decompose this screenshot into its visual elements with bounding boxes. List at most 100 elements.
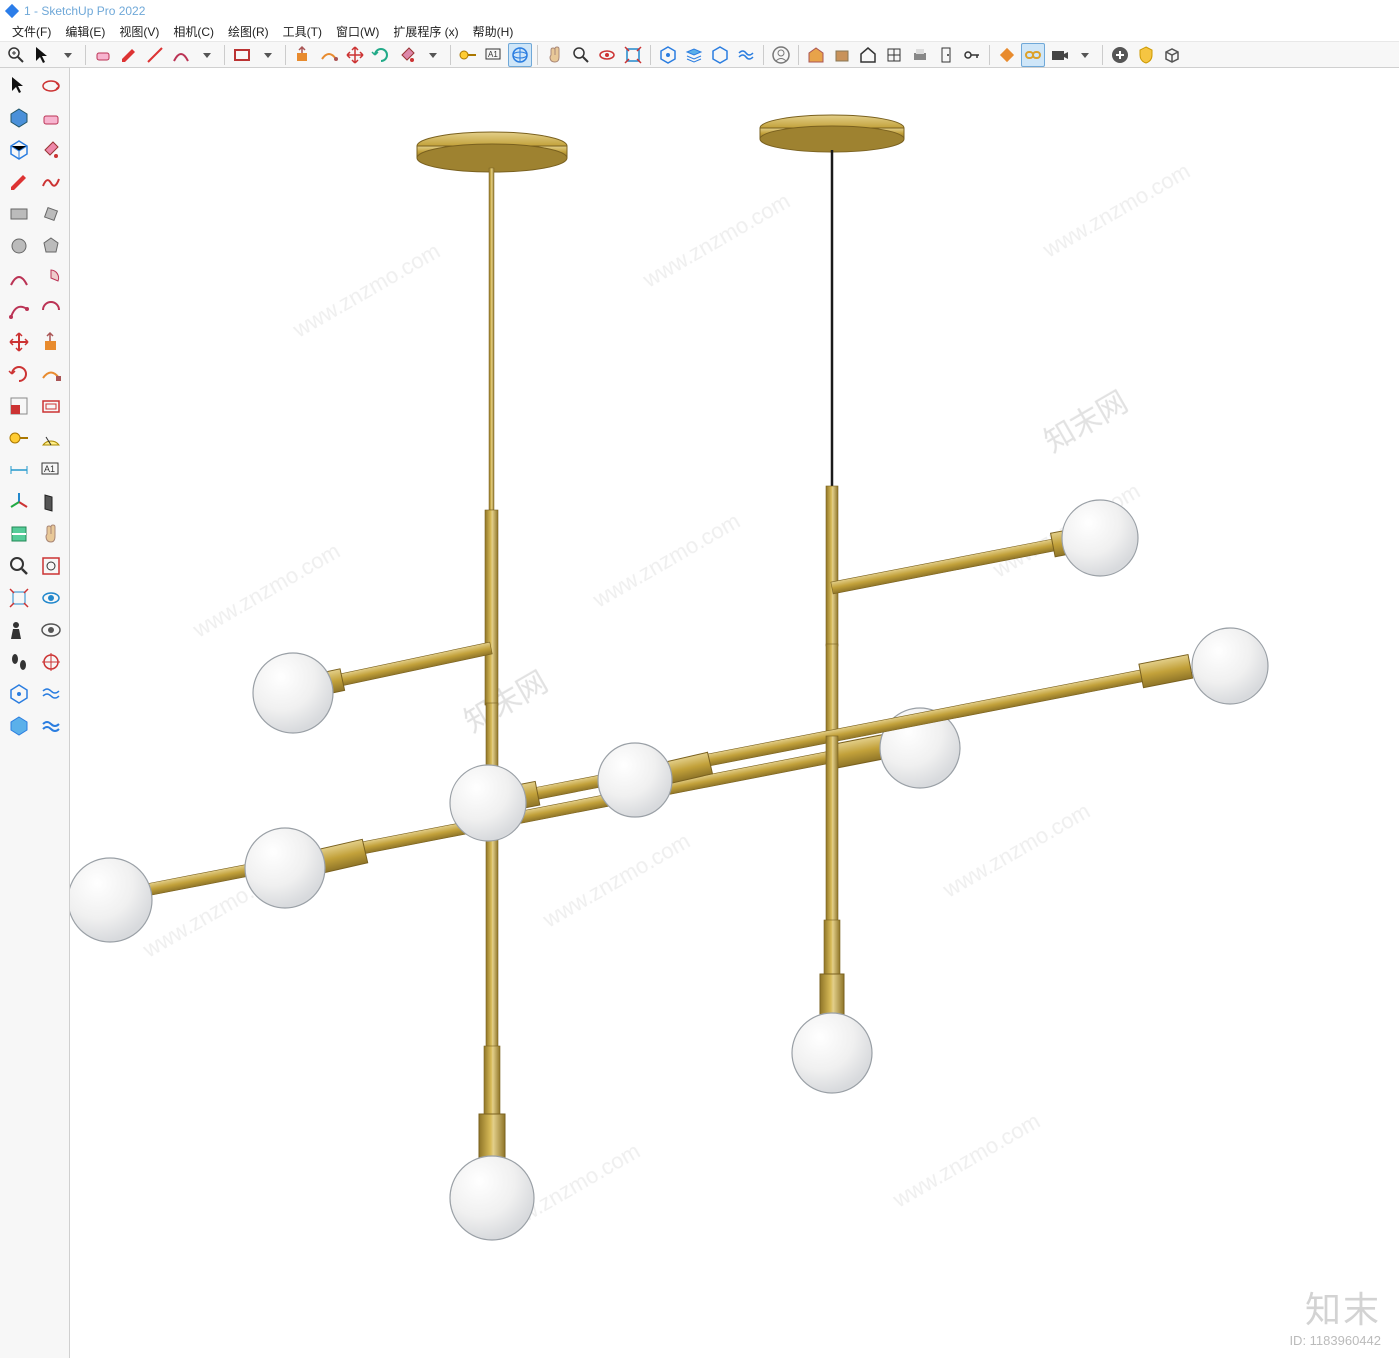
arc-icon[interactable]: [169, 43, 193, 67]
shield-icon[interactable]: [1134, 43, 1158, 67]
bezier-icon[interactable]: [5, 296, 33, 324]
follow-me-icon[interactable]: [317, 43, 341, 67]
hex-layers-icon[interactable]: [5, 680, 33, 708]
circle-tool-icon[interactable]: [5, 232, 33, 260]
select-icon[interactable]: [30, 43, 54, 67]
pie-tool-icon[interactable]: [37, 264, 65, 292]
rotated-rect-icon[interactable]: [37, 200, 65, 228]
tape-icon[interactable]: [456, 43, 480, 67]
dimension-icon[interactable]: [5, 456, 33, 484]
dropdown-icon[interactable]: [56, 43, 80, 67]
move-tool-icon[interactable]: [5, 328, 33, 356]
home-icon[interactable]: [856, 43, 880, 67]
position-camera-icon[interactable]: [5, 616, 33, 644]
menu-edit[interactable]: 编辑(E): [59, 21, 111, 42]
user-icon[interactable]: [769, 43, 793, 67]
menu-draw[interactable]: 绘图(R): [222, 21, 275, 42]
outliner-icon[interactable]: [708, 43, 732, 67]
wireframe-icon[interactable]: [5, 136, 33, 164]
add-icon[interactable]: [1108, 43, 1132, 67]
select-tool-icon[interactable]: [5, 72, 33, 100]
offset-tool-icon[interactable]: [37, 392, 65, 420]
waves-icon[interactable]: [37, 680, 65, 708]
arc2-icon[interactable]: [37, 296, 65, 324]
zoom-extents-icon[interactable]: [621, 43, 645, 67]
left-tool-palette: A1: [0, 68, 70, 1358]
menu-tools[interactable]: 工具(T): [277, 21, 328, 42]
line-icon[interactable]: [143, 43, 167, 67]
paint-bucket-icon[interactable]: [395, 43, 419, 67]
crosshair-icon[interactable]: [37, 648, 65, 676]
previous-view-icon[interactable]: [37, 584, 65, 612]
zoom-window-icon[interactable]: [37, 552, 65, 580]
zoom-tool-icon[interactable]: [5, 552, 33, 580]
zoom-extents-tool-icon[interactable]: [5, 584, 33, 612]
tape-tool-icon[interactable]: [5, 424, 33, 452]
hex2-icon[interactable]: [5, 712, 33, 740]
window-icon[interactable]: [882, 43, 906, 67]
link-icon[interactable]: [1021, 43, 1045, 67]
cube-icon[interactable]: [1160, 43, 1184, 67]
pan-tool-icon[interactable]: [37, 520, 65, 548]
door-icon[interactable]: [934, 43, 958, 67]
polygon-tool-icon[interactable]: [37, 232, 65, 260]
menu-view[interactable]: 视图(V): [113, 21, 165, 42]
protractor-icon[interactable]: [37, 424, 65, 452]
section-cut-icon[interactable]: [5, 520, 33, 548]
print-icon[interactable]: [908, 43, 932, 67]
eraser-tool-icon[interactable]: [37, 104, 65, 132]
dropdown-icon[interactable]: [421, 43, 445, 67]
freehand-icon[interactable]: [37, 168, 65, 196]
look-around-icon[interactable]: [37, 616, 65, 644]
dropdown-icon[interactable]: [256, 43, 280, 67]
rotate-tool-icon[interactable]: [5, 360, 33, 388]
separator: [537, 45, 538, 65]
rotate-icon[interactable]: [369, 43, 393, 67]
orbit-icon[interactable]: [595, 43, 619, 67]
section-plane-icon[interactable]: [37, 488, 65, 516]
separator: [224, 45, 225, 65]
eraser-icon[interactable]: [91, 43, 115, 67]
text-tool-icon[interactable]: A1: [37, 456, 65, 484]
pencil-icon[interactable]: [117, 43, 141, 67]
extension-icon[interactable]: [995, 43, 1019, 67]
menu-help[interactable]: 帮助(H): [467, 21, 520, 42]
box-icon[interactable]: [830, 43, 854, 67]
zoom-icon[interactable]: [4, 43, 28, 67]
paint-tool-icon[interactable]: [37, 136, 65, 164]
text-tool-icon[interactable]: A1: [482, 43, 506, 67]
hand-icon[interactable]: [543, 43, 567, 67]
3d-warehouse-icon[interactable]: [508, 43, 532, 67]
menubar: 文件(F) 编辑(E) 视图(V) 相机(C) 绘图(R) 工具(T) 窗口(W…: [0, 22, 1399, 42]
waves2-icon[interactable]: [37, 712, 65, 740]
push-pull-tool-icon[interactable]: [37, 328, 65, 356]
menu-file[interactable]: 文件(F): [6, 21, 57, 42]
axes-tool-icon[interactable]: [5, 488, 33, 516]
move-icon[interactable]: [343, 43, 367, 67]
component-icon[interactable]: [5, 104, 33, 132]
menu-window[interactable]: 窗口(W): [330, 21, 385, 42]
orbit-tool-icon[interactable]: [37, 72, 65, 100]
brand-text: 知末: [1289, 1281, 1381, 1333]
walk-icon[interactable]: [5, 648, 33, 676]
zoom-tool-icon[interactable]: [569, 43, 593, 67]
separator: [763, 45, 764, 65]
key-icon[interactable]: [960, 43, 984, 67]
arc-tool-icon[interactable]: [5, 264, 33, 292]
menu-extensions[interactable]: 扩展程序 (x): [387, 21, 464, 42]
camera-icon[interactable]: [1047, 43, 1071, 67]
menu-camera[interactable]: 相机(C): [167, 21, 220, 42]
rectangle-tool-icon[interactable]: [5, 200, 33, 228]
viewport-3d[interactable]: www.znzmo.com www.znzmo.com www.znzmo.co…: [70, 68, 1399, 1358]
push-pull-icon[interactable]: [291, 43, 315, 67]
layers-icon[interactable]: [682, 43, 706, 67]
dropdown-icon[interactable]: [1073, 43, 1097, 67]
component-icon[interactable]: [656, 43, 680, 67]
follow-me-tool-icon[interactable]: [37, 360, 65, 388]
scale-tool-icon[interactable]: [5, 392, 33, 420]
rectangle-icon[interactable]: [230, 43, 254, 67]
dropdown-icon[interactable]: [195, 43, 219, 67]
styles-icon[interactable]: [734, 43, 758, 67]
warehouse-building-icon[interactable]: [804, 43, 828, 67]
line-tool-icon[interactable]: [5, 168, 33, 196]
